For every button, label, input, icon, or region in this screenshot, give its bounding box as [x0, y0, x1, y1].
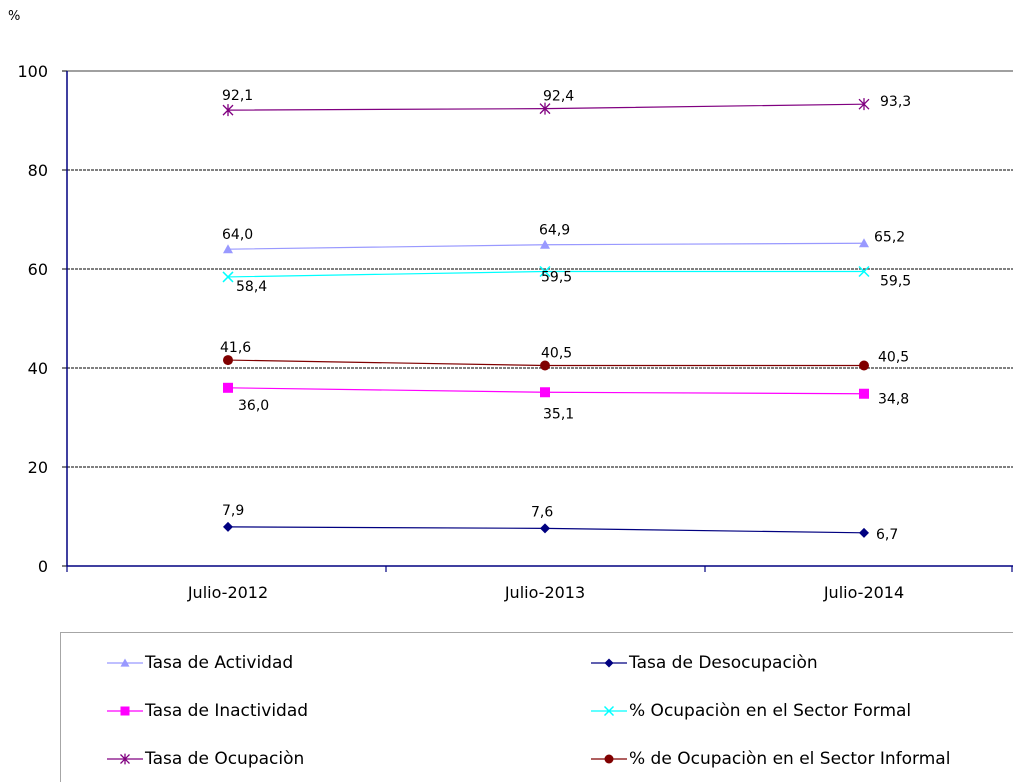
data-point	[603, 705, 615, 717]
data-label: 59,5	[880, 273, 911, 289]
legend-item-tasa-de-inactividad: Tasa de Inactividad	[107, 701, 308, 721]
legend-marker-x-icon	[591, 705, 627, 717]
data-label: 6,7	[876, 527, 898, 543]
legend-marker-square-icon	[107, 706, 143, 716]
data-label: 64,0	[222, 227, 253, 243]
legend-label: Tasa de Ocupaciòn	[145, 749, 305, 769]
series-3	[222, 265, 870, 283]
data-label: 34,8	[878, 392, 909, 408]
data-point	[859, 360, 869, 371]
data-point	[604, 754, 614, 764]
legend-item-tasa-de-ocupacion: Tasa de Ocupaciòn	[107, 749, 304, 769]
legend-item-tasa-de-desocupacion: Tasa de Desocupaciòn	[591, 653, 818, 673]
data-label: 35,1	[543, 406, 574, 422]
data-label: 36,0	[238, 398, 269, 414]
data-point	[540, 523, 550, 534]
data-label: 40,5	[541, 346, 572, 362]
data-label: 92,4	[543, 89, 574, 105]
data-point	[539, 265, 551, 278]
line-chart: % 0 20 40 60 80 100 Julio-2012 Julio-2013 Julio-…	[8, 9, 1013, 602]
x-tick-label: Julio-2014	[823, 583, 904, 602]
data-point	[859, 388, 869, 399]
y-tick-label: 100	[17, 62, 48, 81]
data-label: 65,2	[874, 229, 905, 245]
data-label: 93,3	[880, 94, 911, 110]
data-point	[223, 521, 233, 532]
data-label: 58,4	[236, 279, 267, 295]
data-label: 7,6	[531, 504, 553, 520]
legend-marker-diamond-icon	[591, 658, 627, 668]
data-label: 40,5	[878, 350, 909, 366]
data-point	[540, 387, 550, 398]
data-point	[120, 658, 130, 667]
series-1	[223, 521, 869, 538]
data-point	[120, 753, 130, 765]
x-tick-label: Julio-2013	[504, 583, 585, 602]
legend-item-ocupacion-sector-formal: % Ocupaciòn en el Sector Formal	[591, 701, 911, 721]
legend: Tasa de Actividad Tasa de Desocupaciòn T…	[60, 632, 1013, 782]
data-point	[223, 382, 233, 393]
data-point	[540, 360, 550, 371]
data-label: 41,6	[220, 340, 251, 356]
y-tick-label: 80	[28, 161, 48, 180]
legend-label: % Ocupaciòn en el Sector Formal	[629, 701, 912, 721]
series-5	[223, 355, 869, 371]
data-point	[222, 104, 234, 117]
legend-item-tasa-de-actividad: Tasa de Actividad	[107, 653, 293, 673]
data-point	[120, 706, 130, 716]
data-point	[858, 265, 870, 278]
data-point	[223, 244, 233, 254]
data-point	[223, 355, 233, 366]
data-label: 7,9	[222, 503, 244, 519]
series-2	[223, 382, 869, 399]
data-point	[222, 271, 234, 283]
data-label: 92,1	[222, 88, 253, 104]
data-point	[539, 102, 551, 115]
series-4	[222, 98, 870, 117]
legend-label: % de Ocupaciòn en el Sector Informal	[629, 749, 951, 769]
data-point	[859, 238, 869, 248]
data-label: 64,9	[539, 223, 570, 239]
legend-marker-triangle-icon	[107, 658, 143, 667]
legend-marker-star-icon	[107, 753, 143, 765]
x-tick-label: Julio-2012	[187, 583, 268, 602]
y-axis-label: %	[8, 9, 20, 24]
legend-item-ocupacion-sector-informal: % de Ocupaciòn en el Sector Informal	[591, 749, 950, 769]
y-tick-label: 60	[28, 260, 48, 279]
data-point	[540, 239, 550, 249]
data-point	[859, 527, 869, 538]
legend-label: Tasa de Inactividad	[145, 701, 309, 721]
series-0	[223, 238, 869, 254]
legend-label: Tasa de Desocupaciòn	[629, 653, 818, 673]
y-tick-label: 0	[38, 557, 48, 576]
data-label: 59,5	[541, 269, 572, 285]
legend-marker-circle-icon	[591, 754, 627, 764]
legend-label: Tasa de Actividad	[145, 653, 294, 673]
y-tick-label: 40	[28, 359, 48, 378]
y-tick-label: 20	[28, 458, 48, 477]
data-point	[604, 658, 614, 668]
data-point	[858, 98, 870, 111]
